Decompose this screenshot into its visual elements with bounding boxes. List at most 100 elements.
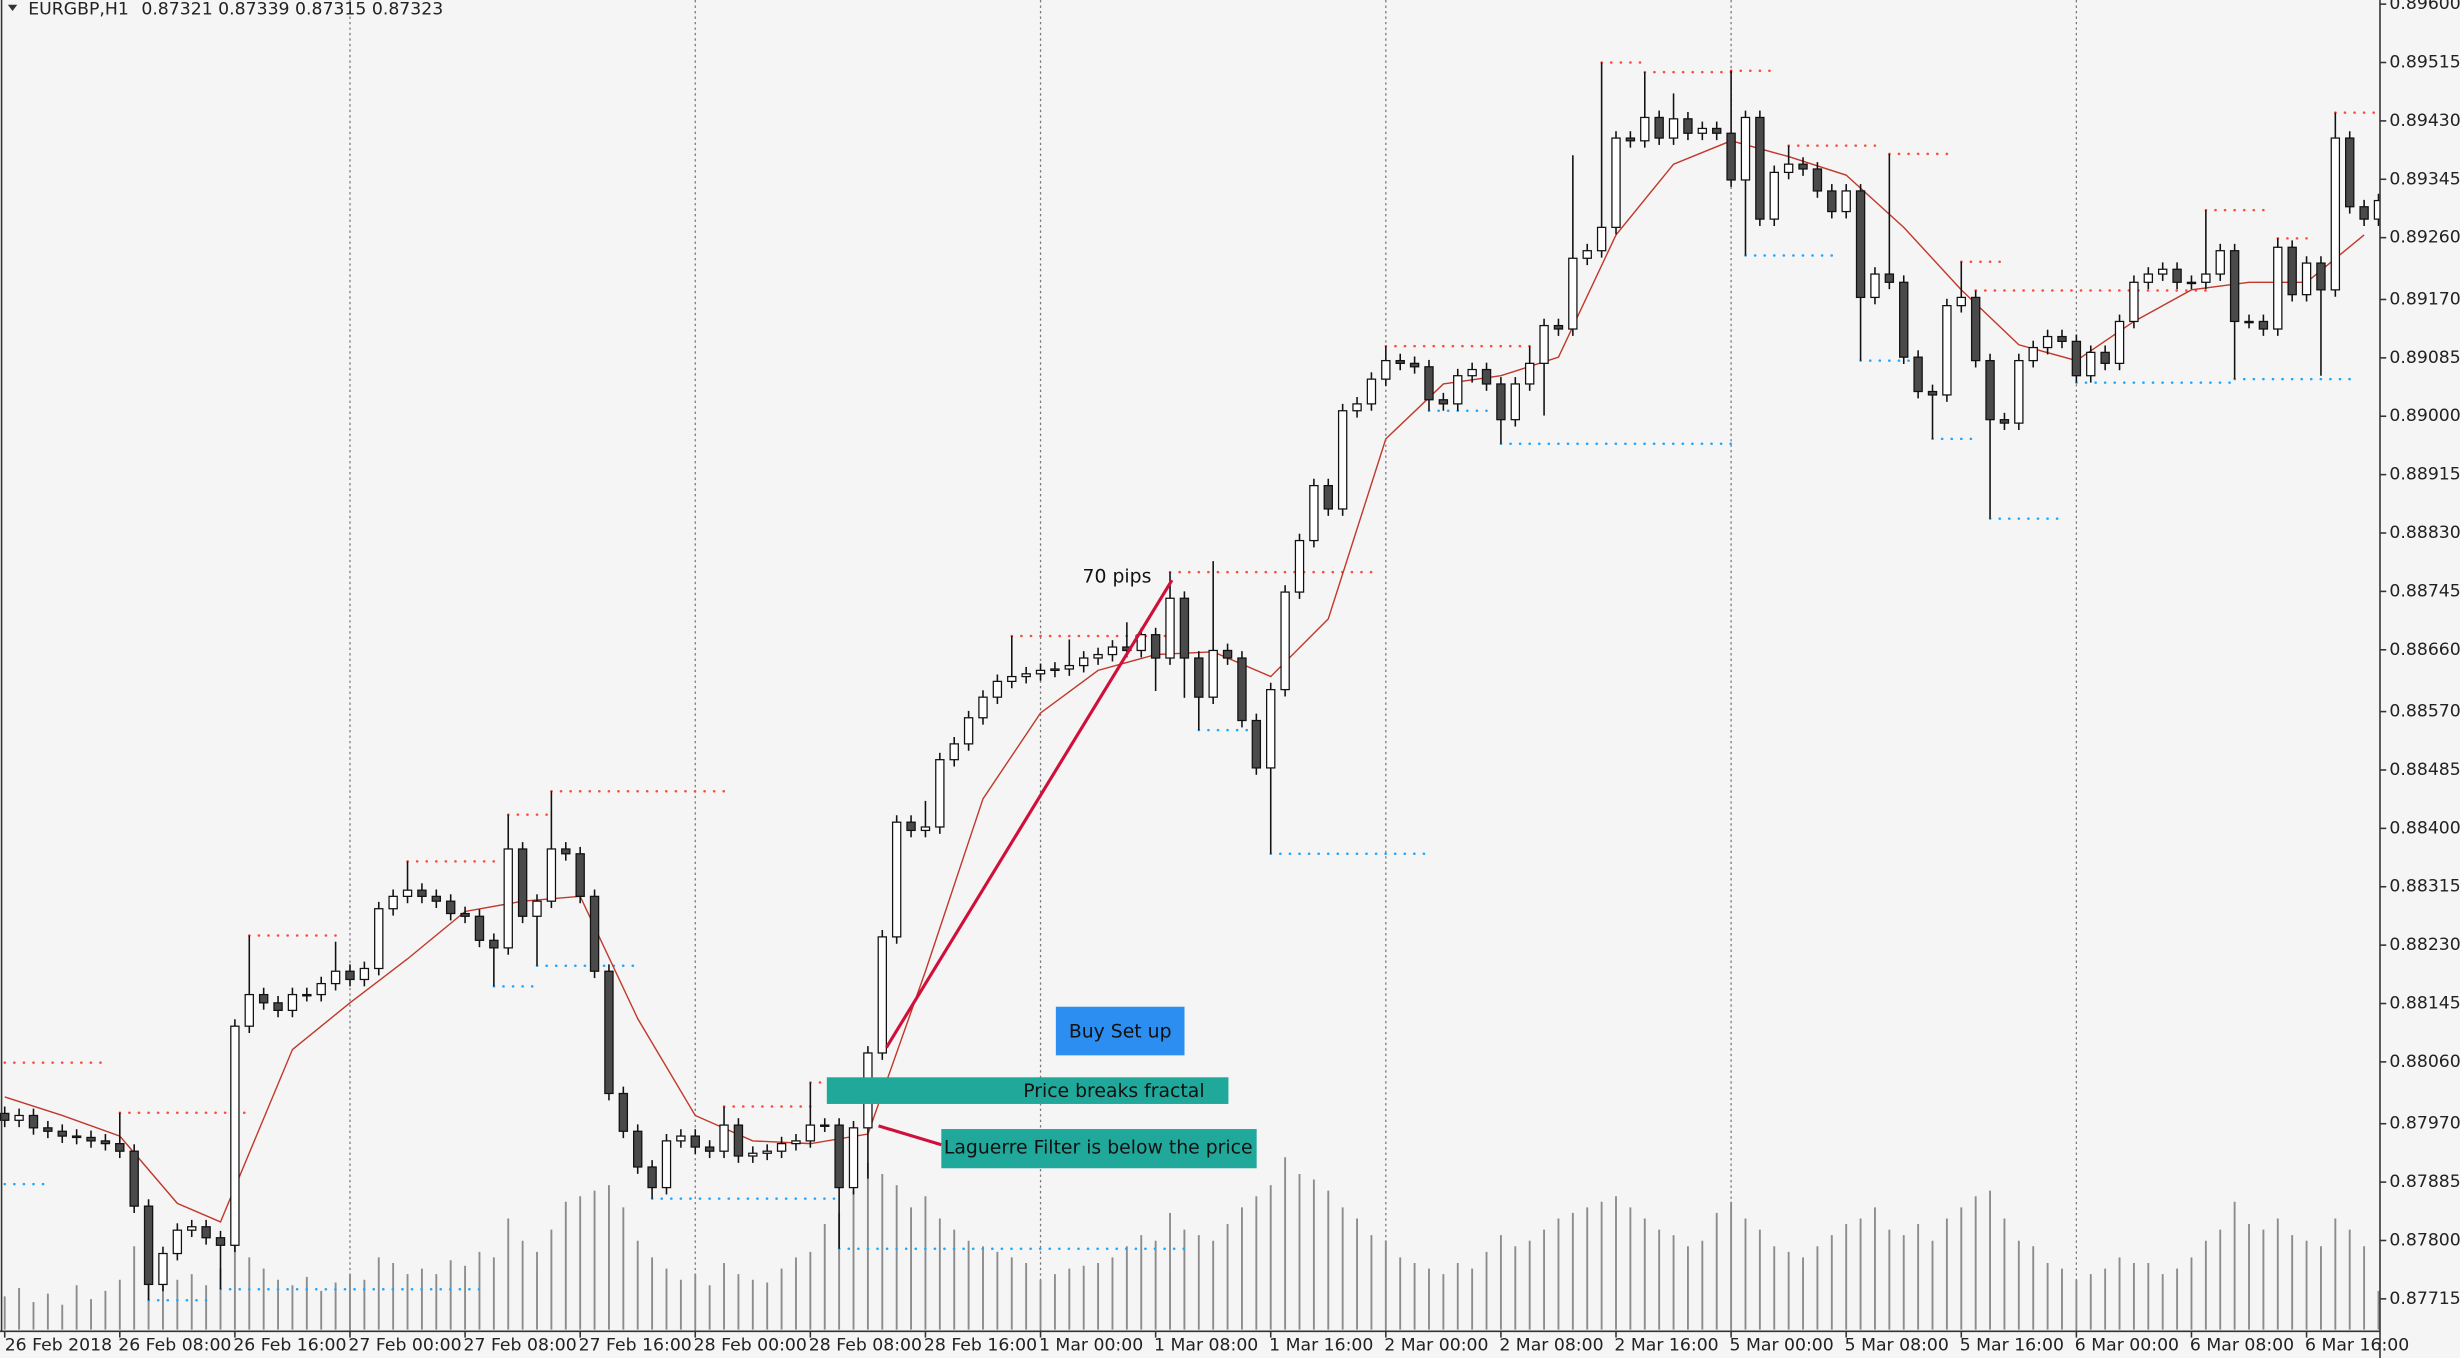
- symbol: EURGBP,H1: [28, 0, 129, 19]
- candle-body: [1266, 688, 1276, 769]
- candle-body: [1913, 356, 1923, 393]
- candle-body: [776, 1143, 787, 1152]
- y-tick-label: 0.88660: [2389, 640, 2460, 660]
- candle-body: [604, 970, 614, 1095]
- annotation-layer: 70 pips Buy Set up Price breaks fractal …: [826, 567, 1257, 1169]
- candle-body: [1424, 366, 1434, 401]
- candle-body: [1453, 375, 1463, 405]
- x-tick-label: 27 Feb 08:00: [464, 1335, 577, 1355]
- candle-body: [791, 1140, 801, 1145]
- y-tick-label: 0.87715: [2389, 1289, 2460, 1309]
- candle-body: [589, 895, 600, 972]
- y-tick-label: 0.88230: [2389, 935, 2460, 955]
- y-tick-label: 0.89085: [2389, 348, 2460, 368]
- y-tick-label: 0.89600: [2389, 0, 2460, 14]
- candle-body: [2057, 335, 2067, 342]
- candle-body: [1136, 634, 1146, 652]
- candle-body: [1337, 410, 1348, 510]
- candle-body: [820, 1124, 830, 1127]
- candle-body: [100, 1140, 111, 1145]
- candle-body: [1539, 324, 1549, 364]
- quote: 0.87321 0.87339 0.87315 0.87323: [141, 0, 443, 19]
- candle-body: [431, 895, 442, 902]
- candle-body: [417, 889, 427, 897]
- candle-body: [1481, 368, 1492, 385]
- candle-body: [2258, 320, 2269, 330]
- candle-body: [187, 1226, 197, 1231]
- y-tick-label: 0.88745: [2389, 581, 2460, 601]
- candle-body: [1007, 675, 1017, 682]
- breaks-box: [826, 1077, 1229, 1104]
- candle-body: [992, 680, 1003, 698]
- candle-body: [2201, 273, 2211, 283]
- candle-body: [2014, 359, 2024, 424]
- candle-body: [2287, 246, 2297, 296]
- candle-body: [978, 696, 988, 719]
- candle-body: [762, 1150, 772, 1154]
- candle-body: [1640, 116, 1650, 142]
- candle-body: [1712, 127, 1722, 134]
- candle-body: [920, 826, 931, 832]
- candle-body: [1798, 163, 1808, 170]
- pips-line: [885, 579, 1174, 1049]
- candle-body: [2244, 320, 2254, 324]
- y-tick-label: 0.89170: [2389, 289, 2460, 309]
- candle-body: [158, 1252, 168, 1286]
- candle-body: [1855, 190, 1866, 299]
- candle-body: [330, 970, 341, 985]
- fractal-layer: [3, 61, 2380, 1302]
- y-tick-label: 0.89345: [2389, 169, 2460, 189]
- candle-body: [287, 993, 298, 1012]
- candle-body: [215, 1237, 226, 1246]
- candle-body: [618, 1092, 629, 1132]
- candle-body: [935, 759, 945, 828]
- candle-body: [86, 1136, 96, 1142]
- candle-body: [1625, 137, 1636, 142]
- candle-body: [1208, 649, 1218, 698]
- x-tick-label: 5 Mar 00:00: [1730, 1335, 1834, 1355]
- breaks-label: Price breaks fractal: [1023, 1081, 1204, 1102]
- candle-body: [1107, 646, 1118, 656]
- candle-body: [2100, 351, 2110, 364]
- filter-pointer: [878, 1124, 942, 1147]
- candle-body: [704, 1146, 715, 1152]
- x-tick-label: 6 Mar 08:00: [2190, 1335, 2294, 1355]
- candle-body: [1381, 359, 1391, 380]
- candle-body: [546, 848, 557, 902]
- candle-body: [0, 1112, 10, 1121]
- candle-body: [733, 1124, 744, 1157]
- candle-body: [963, 717, 974, 745]
- candle-body: [1309, 484, 1319, 542]
- x-tick-label: 5 Mar 16:00: [1960, 1335, 2064, 1355]
- header: EURGBP,H1 0.87321 0.87339 0.87315 0.87323: [28, 0, 443, 19]
- candle-body: [1683, 118, 1693, 134]
- candle-body: [1050, 668, 1060, 672]
- candle-body: [503, 848, 513, 949]
- y-tick-label: 0.88485: [2389, 760, 2460, 780]
- candle-body: [1524, 362, 1535, 385]
- x-tick-label: 1 Mar 16:00: [1269, 1335, 1373, 1355]
- candle-body: [1496, 383, 1506, 421]
- candle-body: [1611, 137, 1621, 228]
- candle-body: [445, 900, 456, 915]
- axis-layer: 0.89600 0.89515 0.89430 0.89345 0.89260 0.891…: [3, 0, 2460, 1355]
- candle-body: [676, 1135, 686, 1142]
- candle-body: [1395, 359, 1405, 364]
- candle-body: [1294, 539, 1305, 593]
- candle-body: [1021, 673, 1031, 678]
- candle-body: [57, 1130, 67, 1137]
- volume-layer: [3, 1157, 2380, 1330]
- candle-body: [2316, 262, 2326, 291]
- candle-body: [172, 1229, 183, 1255]
- x-tick-label: 26 Feb 08:00: [118, 1335, 231, 1355]
- candle-body: [43, 1127, 53, 1132]
- y-tick-label: 0.88145: [2389, 994, 2460, 1014]
- y-tick-label: 0.88830: [2389, 523, 2460, 543]
- candle-body: [302, 993, 312, 997]
- candle-body: [1438, 399, 1449, 405]
- candle-body: [1942, 305, 1952, 396]
- candle-body: [1093, 653, 1103, 659]
- y-tick-label: 0.87885: [2389, 1172, 2460, 1192]
- candle-body: [877, 936, 887, 1054]
